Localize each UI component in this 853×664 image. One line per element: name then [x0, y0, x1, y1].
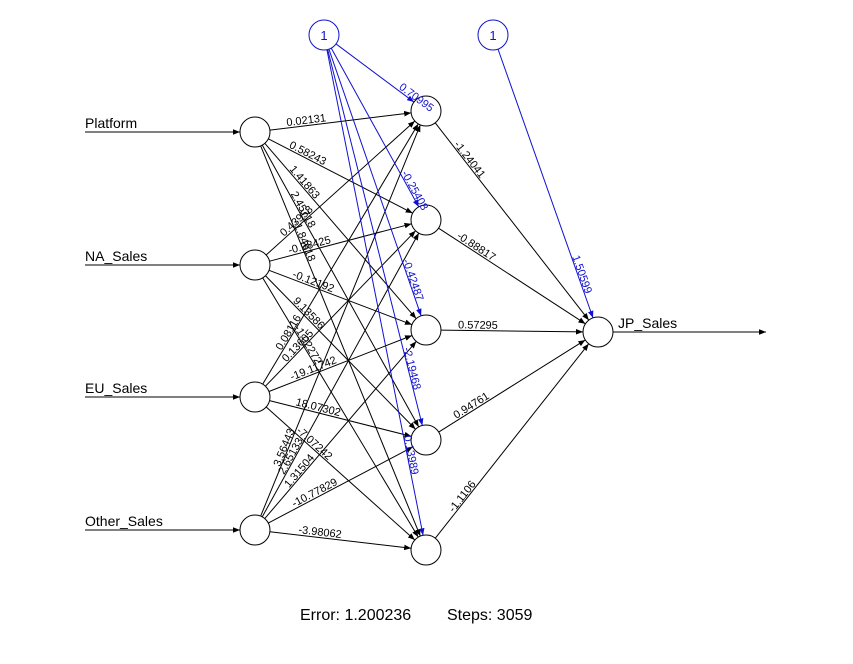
weight-label-hidden-2-output: 0.57295	[458, 319, 498, 331]
edge-input-3-hidden-0	[260, 124, 421, 517]
edge-input-2-hidden-0	[262, 123, 419, 385]
edge-input-2-hidden-1	[265, 230, 416, 387]
edge-input-2-hidden-4	[265, 406, 416, 541]
error-label: Error: 1.200236	[300, 607, 411, 624]
bias-node-hidden-label: 1	[320, 28, 327, 43]
edge-input-0-hidden-4	[260, 145, 421, 537]
edge-bias-hidden-3	[327, 49, 424, 426]
hidden-node-0	[410, 95, 442, 127]
bias-weight-label-hidden-1: -0.25408	[399, 169, 430, 213]
steps-label: Steps: 3059	[447, 607, 533, 624]
weight-label-input-3-hidden-4: -3.98062	[298, 524, 343, 541]
bias-node-output-label: 1	[489, 28, 496, 43]
edge-input-1-hidden-4	[262, 277, 419, 538]
bias-weight-label-output: 1.50599	[569, 254, 594, 295]
edge-input-1-hidden-2	[268, 269, 413, 326]
edge-input-1-hidden-1	[269, 222, 412, 262]
edge-input-3-hidden-4	[269, 531, 412, 551]
weight-label-hidden-3-output: 0.94761	[452, 390, 492, 421]
edge-input-2-hidden-2	[268, 335, 413, 392]
weight-label-hidden-1-output: -0.88817	[455, 230, 498, 264]
edge-hidden-0-output	[434, 122, 590, 321]
output-node	[582, 316, 614, 348]
edge-input-0-hidden-0	[269, 110, 412, 131]
weight-label-input-0-hidden-0: 0.02131	[286, 112, 327, 129]
weight-label-input-0-hidden-1: 0.58243	[287, 139, 328, 168]
edge-bias-hidden-1	[330, 47, 420, 208]
input-node-0	[239, 116, 271, 148]
hidden-node-4	[410, 534, 442, 566]
weight-label-hidden-0-output: -1.24041	[451, 139, 487, 181]
input-label-3: Other_Sales	[85, 513, 163, 529]
edge-bias-hidden-0	[335, 43, 415, 103]
input-label-1: NA_Sales	[85, 248, 147, 264]
edge-input-3-hidden-3	[268, 446, 413, 524]
input-label-0: Platform	[85, 115, 137, 131]
edge-hidden-4-output	[434, 343, 590, 539]
hidden-node-3	[410, 424, 442, 456]
edge-input-0-hidden-1	[268, 138, 413, 214]
edge-input-2-hidden-3	[269, 400, 412, 438]
edge-bias-hidden-2	[328, 49, 422, 316]
edge-input-1-hidden-3	[265, 275, 416, 430]
hidden-node-2	[410, 314, 442, 346]
hidden-node-1	[410, 204, 442, 236]
edge-hidden-2-output	[440, 328, 584, 335]
edge-hidden-3-output	[438, 339, 586, 433]
bias-weight-label-hidden-2: -0.42487	[400, 258, 426, 303]
input-node-1	[239, 249, 271, 281]
input-node-2	[239, 381, 271, 413]
output-label: JP_Sales	[618, 315, 677, 331]
input-node-3	[239, 514, 271, 546]
bias-weight-label-hidden-3: -2.19468	[400, 346, 422, 391]
input-label-2: EU_Sales	[85, 380, 147, 396]
edge-bias-hidden-4	[326, 49, 425, 536]
bias-node-hidden	[308, 19, 340, 51]
edge-hidden-1-output	[438, 227, 586, 325]
edge-input-1-hidden-0	[265, 120, 416, 256]
edge-input-3-hidden-1	[261, 232, 420, 518]
edge-input-0-hidden-2	[264, 143, 417, 319]
weight-label-hidden-4-output: -1.1106	[447, 479, 479, 515]
edge-bias-output	[497, 48, 594, 319]
bias-node-output	[477, 19, 509, 51]
